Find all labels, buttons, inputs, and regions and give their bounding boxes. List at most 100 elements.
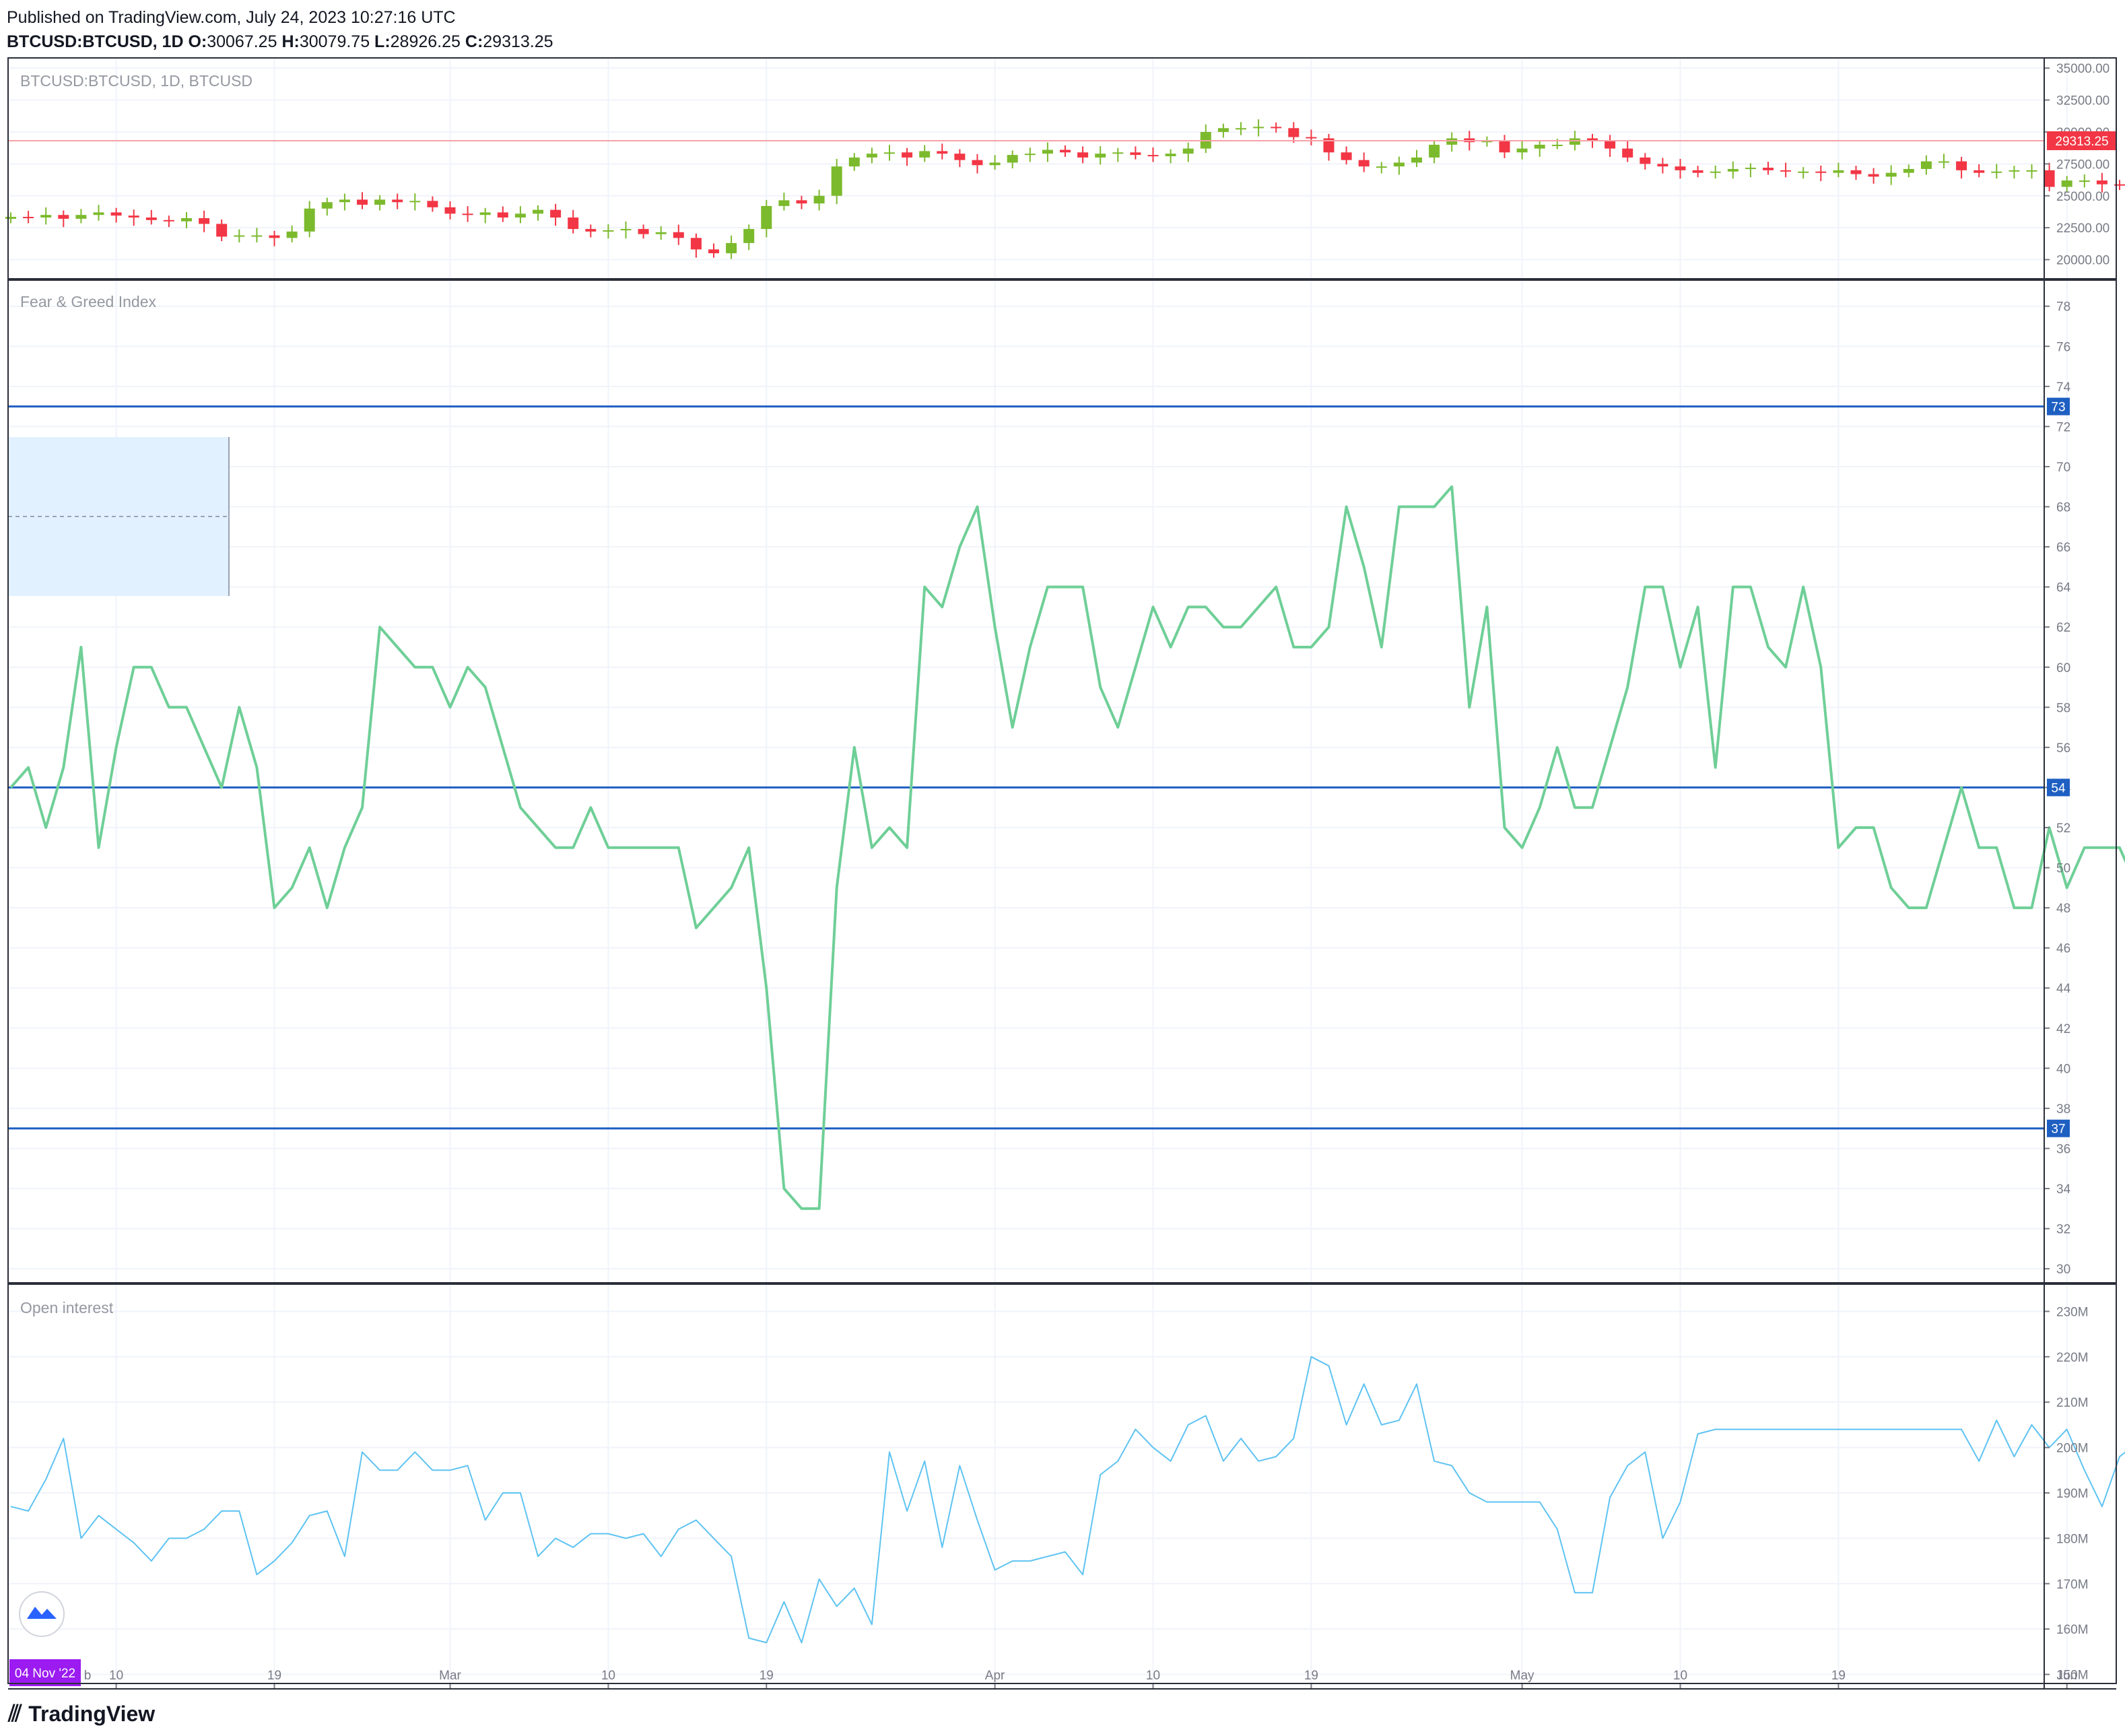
candle-body [1165,154,1176,156]
y-tick-label: 42 [2056,1022,2070,1036]
watermark-logo[interactable] [19,1591,65,1637]
y-tick-label: 230M [2056,1305,2089,1319]
candle-body [145,217,157,220]
candle-body [1516,148,1528,153]
candle-body [462,213,473,215]
candle-body [1551,144,1563,146]
last-price-label: 29313.25 [2055,135,2108,149]
x-tick-label: 19 [267,1669,281,1683]
level-label: 73 [2051,401,2065,415]
y-tick-label: 36 [2056,1142,2070,1156]
y-tick-label: 200M [2056,1442,2089,1456]
candle-body [1042,149,1053,154]
y-tick-label: 150M [2056,1669,2089,1683]
level-label: 54 [2051,781,2066,795]
candle-body [1815,171,1827,173]
candle-body [1956,161,1967,170]
candle-body [1236,128,1246,130]
candle-body [1640,157,1651,164]
y-tick-label: 72 [2056,420,2070,434]
candle-body [1306,137,1317,139]
candle-body [1657,164,1668,167]
candle-body [23,217,34,219]
candle-body [1798,171,1809,173]
y-tick-label: 190M [2056,1487,2089,1501]
fear-greed-series-line[interactable] [9,485,2125,1210]
candle-body [2026,170,2037,172]
y-tick-label: 27500.00 [2056,158,2110,172]
candle-body [726,242,737,254]
open-interest-pane-title: Open interest [20,1299,114,1316]
y-tick-label: 78 [2056,300,2070,314]
tradingview-brand[interactable]: ⫻ TradingView [8,1701,155,1727]
level-badge [2047,1119,2070,1137]
candle-body [1675,166,1686,170]
candle-body [40,215,52,218]
candle-body [1991,171,2002,173]
y-tick-label: 76 [2056,340,2070,354]
crosshair-date-badge [9,1659,81,1686]
ohlc-key: H: [277,32,300,51]
y-tick-label: 210M [2056,1396,2089,1410]
pane-frame [7,57,2117,279]
candle-body [1130,152,1141,156]
x-tick-label: Jun [2056,1669,2077,1683]
candle-body [1077,152,1089,158]
candle-body [1622,148,1633,158]
x-tick-label: 10 [1673,1669,1687,1683]
candle-body [638,229,649,234]
candle-body [1920,161,1932,169]
fear-greed-pane-title: Fear & Greed Index [20,293,156,310]
ohlc-key: C: [460,32,483,51]
candle-body [234,235,245,237]
y-tick-label: 170M [2056,1578,2089,1592]
y-tick-label: 160M [2056,1623,2089,1637]
candle-body [1217,128,1229,132]
x-tick-label: 19 [1831,1669,1846,1683]
candle-body [1112,152,1124,154]
candle-body [1833,170,1844,173]
y-tick-label: 30 [2056,1263,2070,1277]
candle-body [813,195,825,204]
y-tick-label: 62 [2056,621,2070,635]
candle-body [550,209,562,218]
y-tick-label: 25000.00 [2056,190,2110,204]
candle-body [2079,180,2090,182]
candle-body [1446,138,1458,145]
selection-range-box[interactable] [8,437,229,596]
candle-body [1710,171,1721,173]
candle-body [1182,148,1194,154]
candle-body [444,207,456,214]
candle-body [708,249,719,254]
ohlc-value: 29313.25 [483,32,553,51]
candle-body [2061,180,2072,187]
x-tick-label: 19 [760,1669,774,1683]
candle-body [1323,138,1335,153]
y-tick-label: 32500.00 [2056,94,2110,108]
candle-body [831,166,842,196]
pane-frame [7,279,2117,1283]
candle-body [690,238,702,250]
y-tick-label: 70 [2056,461,2070,475]
candle-body [2114,184,2125,186]
candle-body [902,152,913,158]
candle-body [655,232,667,234]
y-tick-label: 48 [2056,902,2070,916]
candle-body [1569,138,1580,145]
candle-body [1499,141,1510,153]
candle-body [1763,168,1774,170]
candle-body [339,199,350,203]
x-tick-label: May [1510,1669,1534,1683]
candle-body [1341,152,1352,160]
candle-body [1885,172,1897,177]
candle-body [1271,127,1282,129]
candle-body [1481,141,1493,143]
candle-body [1429,144,1440,158]
open-interest-series-line[interactable] [10,1356,2125,1644]
y-tick-label: 46 [2056,942,2070,956]
ohlc-key: O: [183,32,207,51]
brand-name: TradingView [28,1702,156,1726]
level-label: 37 [2051,1123,2065,1137]
y-tick-label: 52 [2056,822,2070,836]
